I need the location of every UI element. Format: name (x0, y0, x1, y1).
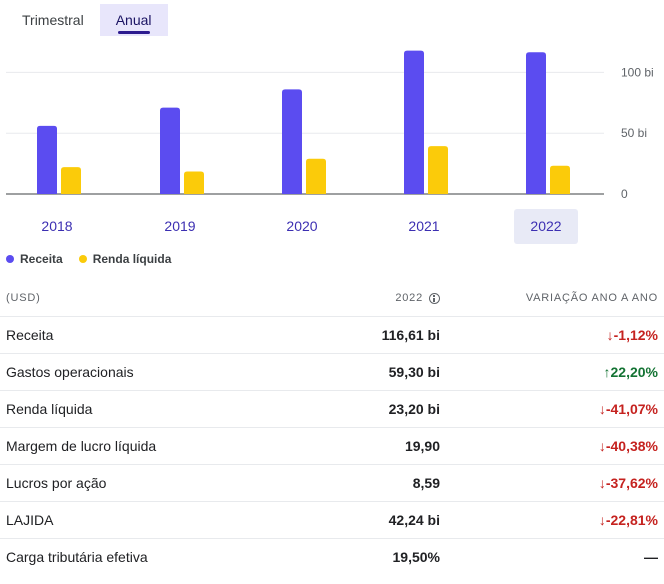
x-tick-label-2018[interactable]: 2018 (41, 218, 72, 234)
row-label: Gastos operacionais (6, 364, 134, 380)
financials-table: (USD) 2022 VARIAÇÃO ANO A ANO Receita 116… (0, 280, 664, 575)
row-change: ↓-40,38% (440, 438, 664, 454)
x-tick-label-2020[interactable]: 2020 (286, 218, 317, 234)
chart-legend: Receita Renda líquida (6, 252, 171, 266)
row-change-value: -1,12% (613, 327, 658, 343)
table-row: Renda líquida 23,20 bi ↓-41,07% (0, 391, 664, 428)
row-label: Lucros por ação (6, 475, 107, 491)
table-row: Carga tributária efetiva 19,50% — (0, 539, 664, 575)
selected-year-highlight (514, 209, 578, 244)
row-change-value: -22,81% (605, 512, 658, 528)
legend-dot-renda-liquida (78, 255, 87, 263)
row-value: 19,90 (404, 438, 440, 454)
table-row: Gastos operacionais 59,30 bi ↑22,20% (0, 354, 664, 391)
period-tabs: Trimestral Anual (6, 4, 168, 36)
info-icon[interactable] (429, 292, 440, 304)
table-row: Lucros por ação 8,59 ↓-37,62% (0, 465, 664, 502)
row-change-value: -40,38% (605, 438, 658, 454)
row-value: 23,20 bi (388, 401, 440, 417)
row-change-value: 22,20% (610, 364, 658, 380)
row-change-value: -41,07% (605, 401, 658, 417)
year-header: 2022 (330, 292, 440, 304)
arrow-down-icon: ↓ (606, 327, 614, 343)
table-row: Margem de lucro líquida 19,90 ↓-40,38% (0, 428, 664, 465)
row-label: Carga tributária efetiva (6, 549, 148, 565)
row-label: Renda líquida (6, 401, 93, 417)
bar-renda-liquida-2019[interactable] (184, 171, 204, 194)
row-change-value: — (644, 549, 658, 565)
bar-receita-2020[interactable] (282, 89, 302, 194)
bar-renda-liquida-2018[interactable] (61, 167, 81, 194)
y-tick-label: 50 bi (621, 126, 647, 140)
x-tick-label-2022[interactable]: 2022 (530, 218, 561, 234)
row-change: ↓-37,62% (440, 475, 664, 491)
row-change: ↓-22,81% (440, 512, 664, 528)
row-label: Margem de lucro líquida (6, 438, 157, 454)
year-header-label: 2022 (395, 292, 423, 304)
row-change-value: -37,62% (605, 475, 658, 491)
bar-chart: 0 50 bi 100 bi 2018 2019 2020 2021 2022 (6, 50, 654, 244)
row-value: 59,30 bi (388, 364, 440, 380)
tab-trimestral[interactable]: Trimestral (22, 12, 84, 28)
currency-header: (USD) (6, 292, 41, 304)
bar-renda-liquida-2020[interactable] (306, 158, 326, 194)
arrow-down-icon: ↓ (598, 438, 606, 454)
row-change: ↓-1,12% (440, 327, 664, 343)
arrow-down-icon: ↓ (598, 512, 606, 528)
table-row: LAJIDA 42,24 bi ↓-22,81% (0, 502, 664, 539)
row-change: — (440, 549, 664, 565)
bar-renda-liquida-2022[interactable] (550, 165, 570, 194)
row-change: ↑22,20% (440, 364, 664, 380)
arrow-down-icon: ↓ (598, 475, 606, 491)
arrow-up-icon: ↑ (603, 364, 611, 380)
table-row: Receita 116,61 bi ↓-1,12% (0, 317, 664, 354)
tab-anual[interactable]: Anual (99, 4, 168, 36)
legend-item-receita: Receita (6, 252, 63, 266)
row-value: 19,50% (392, 549, 440, 565)
legend-label-receita: Receita (20, 252, 63, 266)
bar-receita-2021[interactable] (404, 50, 424, 194)
bar-receita-2018[interactable] (37, 125, 57, 194)
row-change: ↓-41,07% (440, 401, 664, 417)
x-tick-label-2019[interactable]: 2019 (164, 218, 195, 234)
arrow-down-icon: ↓ (598, 401, 606, 417)
row-label: LAJIDA (6, 512, 54, 528)
row-value: 42,24 bi (388, 512, 440, 528)
legend-item-renda-liquida: Renda líquida (78, 252, 172, 266)
y-tick-label: 0 (621, 187, 628, 201)
table-header: (USD) 2022 VARIAÇÃO ANO A ANO (0, 280, 664, 317)
row-value: 116,61 bi (381, 327, 440, 343)
row-value: 8,59 (412, 475, 440, 491)
y-tick-label: 100 bi (621, 65, 654, 79)
legend-label-renda-liquida: Renda líquida (92, 252, 172, 266)
legend-dot-receita (6, 255, 14, 263)
bar-renda-liquida-2021[interactable] (428, 146, 448, 194)
bar-receita-2022[interactable] (526, 52, 546, 194)
row-label: Receita (6, 327, 54, 343)
bar-receita-2019[interactable] (160, 107, 180, 194)
change-header: VARIAÇÃO ANO A ANO (525, 292, 658, 304)
x-tick-label-2021[interactable]: 2021 (408, 218, 439, 234)
